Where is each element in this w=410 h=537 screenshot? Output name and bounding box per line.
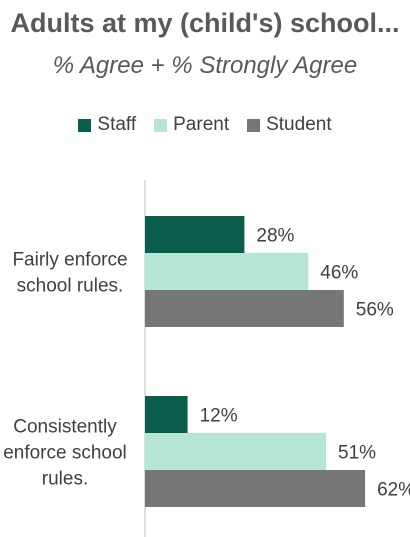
bar-staff [145,216,245,253]
bar-parent [145,433,327,470]
chart-title: Adults at my (child's) school... [10,8,400,38]
legend-item-staff: Staff [78,114,136,136]
legend: Staff Parent Student [0,114,410,136]
category-label: Fairly enforce school rules. [12,250,127,297]
bar-student [145,290,344,327]
data-label: 46% [320,263,358,284]
data-label: 51% [338,443,376,464]
legend-swatch-parent [154,118,168,132]
data-label: 56% [356,300,394,321]
category-label: Consistently enforce school rules. [3,417,127,490]
legend-swatch-student [247,118,261,132]
bar-student [145,470,366,507]
legend-label-student: Student [266,114,332,135]
bar-staff [145,396,188,433]
bar-parent [145,253,309,290]
legend-label-parent: Parent [173,114,230,135]
legend-item-parent: Parent [154,114,229,136]
chart-subtitle: % Agree + % Strongly Agree [52,52,358,79]
data-label: 12% [200,406,238,427]
legend-item-student: Student [247,114,332,136]
data-label: 28% [256,226,294,247]
data-label: 62% [377,480,410,501]
legend-label-staff: Staff [97,114,137,135]
legend-swatch-staff [78,118,92,132]
